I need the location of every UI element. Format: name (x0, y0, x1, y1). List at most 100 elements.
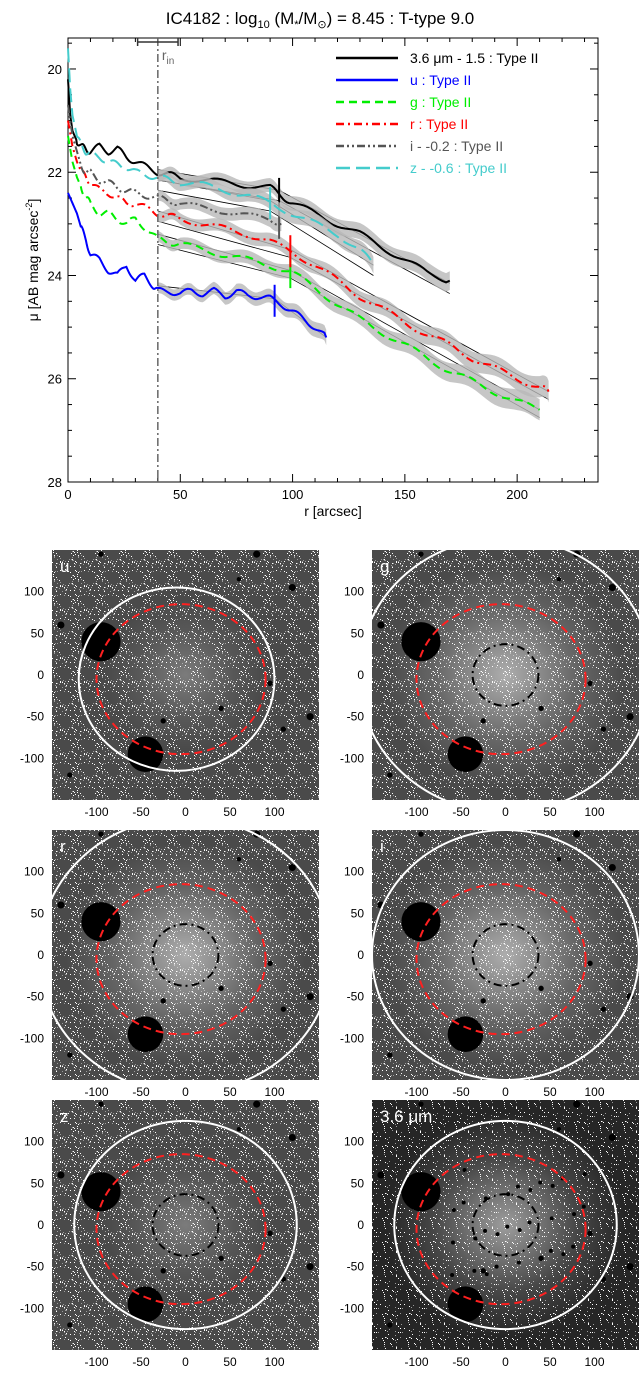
r-in-label: rin (162, 47, 174, 67)
image-panel-36m: 3.6 μm -100 -50 0 50 100 100 50 0 -50 -100 (340, 1100, 639, 1369)
panel-x-tick-label: -100 (404, 805, 428, 819)
galaxy-glow (65, 842, 306, 1068)
red-dashed-ellipse (95, 883, 267, 1036)
white-circle (393, 1119, 618, 1331)
mask-disc (556, 1126, 562, 1132)
mask-disc (480, 718, 486, 724)
panel-y-tick-label: 100 (344, 1135, 364, 1149)
red-dashed-ellipse (415, 883, 587, 1036)
axis-ticks: 0 50 100 150 200 20 22 24 26 28 (48, 38, 598, 502)
mask-disc (608, 583, 616, 592)
mask-disc (218, 1255, 224, 1262)
panel-y-tick-label: -100 (340, 751, 364, 765)
mask-dot (515, 1184, 520, 1189)
panel-y-tick-label: 100 (344, 865, 364, 879)
panel-y-tick-label: -50 (347, 710, 365, 724)
mask-disc (280, 1006, 287, 1012)
black-dashdot-circle (151, 923, 220, 987)
error-band (157, 190, 282, 232)
panel-y-tick-label: 0 (357, 948, 364, 962)
mask-disc (401, 1172, 441, 1212)
mask-disc (67, 1052, 73, 1058)
mask-dot (451, 1208, 456, 1212)
panel-x-tick-label: -100 (84, 805, 108, 819)
mask-disc (288, 1133, 296, 1142)
mask-disc (267, 1230, 273, 1237)
mask-disc (573, 1100, 581, 1108)
red-dashed-ellipse (95, 1153, 267, 1306)
mask-disc (447, 1286, 484, 1322)
galaxy-glow (105, 600, 266, 750)
mask-disc (480, 998, 486, 1004)
panel-y-tick-label: -50 (27, 1260, 45, 1274)
panel-x-tick-label: 100 (584, 805, 604, 819)
mask-disc (447, 1016, 484, 1052)
mask-disc (538, 705, 544, 712)
panel-x-tick-label: 0 (502, 1085, 509, 1099)
mask-disc (556, 856, 562, 862)
image-panel-z: z -100 -50 0 50 100 100 50 0 -50 -100 (20, 1100, 319, 1369)
panel-label: 3.6 μm (380, 1107, 432, 1126)
panel-x-tick-label: -100 (404, 1355, 428, 1369)
galaxy-glow (105, 1150, 266, 1300)
r-in-marker: rin (136, 38, 179, 482)
legend-entry: z - -0.6 : Type II (410, 160, 507, 176)
panel-y-tick-label: 0 (357, 1218, 364, 1232)
x-tick-label: 100 (282, 487, 304, 502)
mask-disc (418, 551, 424, 557)
mask-disc (67, 1322, 73, 1328)
mask-disc (447, 736, 484, 772)
panel-x-tick-label: -100 (404, 1085, 428, 1099)
mask-disc (626, 1263, 634, 1271)
mask-dot (538, 1180, 543, 1185)
mask-dot (450, 1240, 455, 1245)
mask-dot (572, 1212, 577, 1217)
x-tick-label: 50 (173, 487, 187, 502)
panel-x-tick-label: -50 (452, 1085, 470, 1099)
panel-x-tick-label: 0 (502, 1355, 509, 1369)
mask-dot (527, 1220, 532, 1225)
legend: 3.6 μm - 1.5 : Type II u : Type II g : Typ… (336, 50, 538, 176)
panel-x-tick-label: 0 (182, 1355, 189, 1369)
mask-disc (160, 718, 166, 724)
mask-disc (160, 998, 166, 1004)
mask-disc (160, 1268, 166, 1274)
y-tick-label: 22 (48, 165, 62, 180)
mask-disc (306, 993, 314, 1001)
panel-y-tick-label: -50 (347, 990, 365, 1004)
panel-y-tick-label: -50 (27, 710, 45, 724)
mask-disc (253, 1100, 261, 1108)
mask-dot (461, 1200, 466, 1205)
mask-disc (127, 1286, 164, 1322)
panel-x-tick-label: 100 (264, 1355, 284, 1369)
panel-x-tick-label: -50 (452, 805, 470, 819)
mask-disc (57, 901, 65, 909)
panel-y-tick-label: 50 (31, 906, 45, 920)
panel-x-tick-label: 50 (223, 1085, 237, 1099)
mask-disc (556, 576, 562, 582)
series-line (67, 48, 375, 266)
black-dashdot-circle (151, 1193, 220, 1257)
black-dashdot-circle (471, 923, 540, 987)
mask-disc (387, 1052, 393, 1058)
mask-disc (401, 622, 441, 662)
panel-y-tick-label: 50 (351, 626, 365, 640)
mask-disc (418, 831, 424, 837)
mask-disc (98, 1101, 104, 1107)
mask-disc (253, 550, 261, 558)
panel-x-tick-label: 50 (223, 805, 237, 819)
mask-disc (267, 680, 273, 687)
mask-disc (267, 960, 273, 967)
panel-y-tick-label: 0 (37, 668, 44, 682)
mask-disc (480, 1268, 486, 1274)
panel-y-tick-label: 100 (24, 585, 44, 599)
panel-y-tick-label: 0 (37, 948, 44, 962)
panel-label: r (60, 837, 66, 856)
panel-y-tick-label: 50 (351, 1176, 365, 1190)
mask-dot (483, 1228, 488, 1233)
profile-chart: IC4182 : log10 (M*/M⊙) = 8.45 : T-type 9… (24, 9, 599, 519)
panel-y-tick-label: 0 (37, 1218, 44, 1232)
image-panel-r: r -100 -50 0 50 100 100 50 0 -50 -100 (20, 830, 319, 1099)
y-tick-label: 28 (48, 475, 62, 490)
panel-y-tick-label: -100 (20, 1301, 44, 1315)
